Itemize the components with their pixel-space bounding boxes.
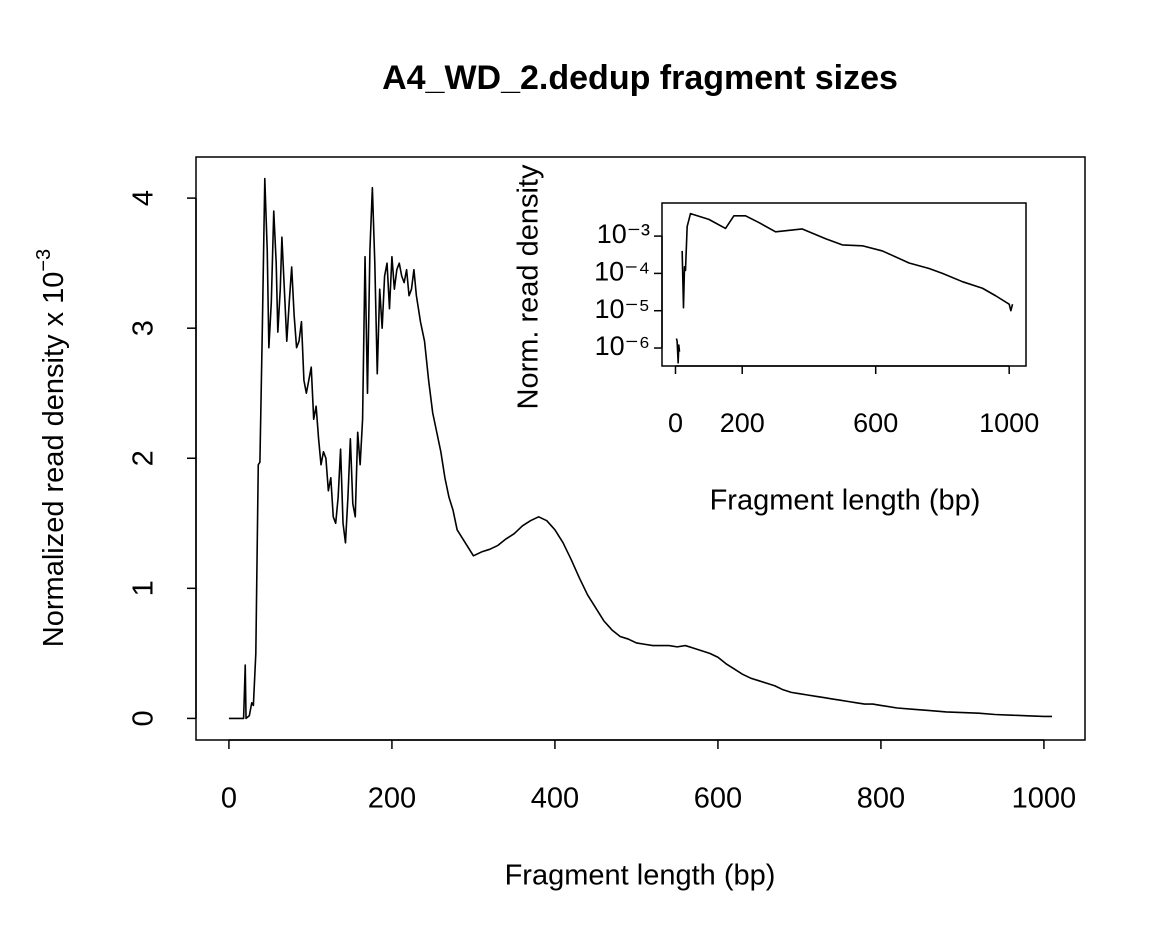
y-axis-label-exponent: −3 [33,249,55,272]
x-tick-label: 1000 [1012,783,1077,815]
inset-y-tick-label: 10⁻⁵ [595,294,650,324]
y-tick-label: 0 [128,710,160,726]
inset-y-axis-label: Norm. read density [513,164,545,409]
y-axis-label-text: Normalized read density x 10 [38,272,70,648]
inset-y-tick-label: 10⁻⁴ [594,257,650,287]
x-tick-label: 600 [694,783,742,815]
data-line [228,177,1053,720]
x-tick-label: 0 [221,783,237,815]
inset-x-tick-label: 600 [853,408,898,438]
inset-y-tick-label: 10⁻³ [597,219,650,249]
inset-y-tick-label: 10⁻⁶ [595,331,650,361]
y-tick-label: 3 [128,320,160,336]
chart-title: A4_WD_2.dedup fragment sizes [382,59,898,97]
inset-x-tick-label: 200 [720,408,765,438]
inset-x-tick-label: 0 [668,408,683,438]
y-tick-label: 1 [128,580,160,596]
inset-data-line [675,212,1014,364]
x-tick-label: 800 [857,783,905,815]
x-axis-label: Fragment length (bp) [505,860,776,892]
x-tick-label: 400 [531,783,579,815]
y-axis-label: Normalized read density x 10−3 [33,249,69,647]
inset-x-tick-label: 1000 [979,408,1039,438]
inset-x-axis-label: Fragment length (bp) [710,485,981,517]
y-tick-label: 4 [128,190,160,206]
x-tick-label: 200 [368,783,416,815]
y-tick-label: 2 [128,450,160,466]
